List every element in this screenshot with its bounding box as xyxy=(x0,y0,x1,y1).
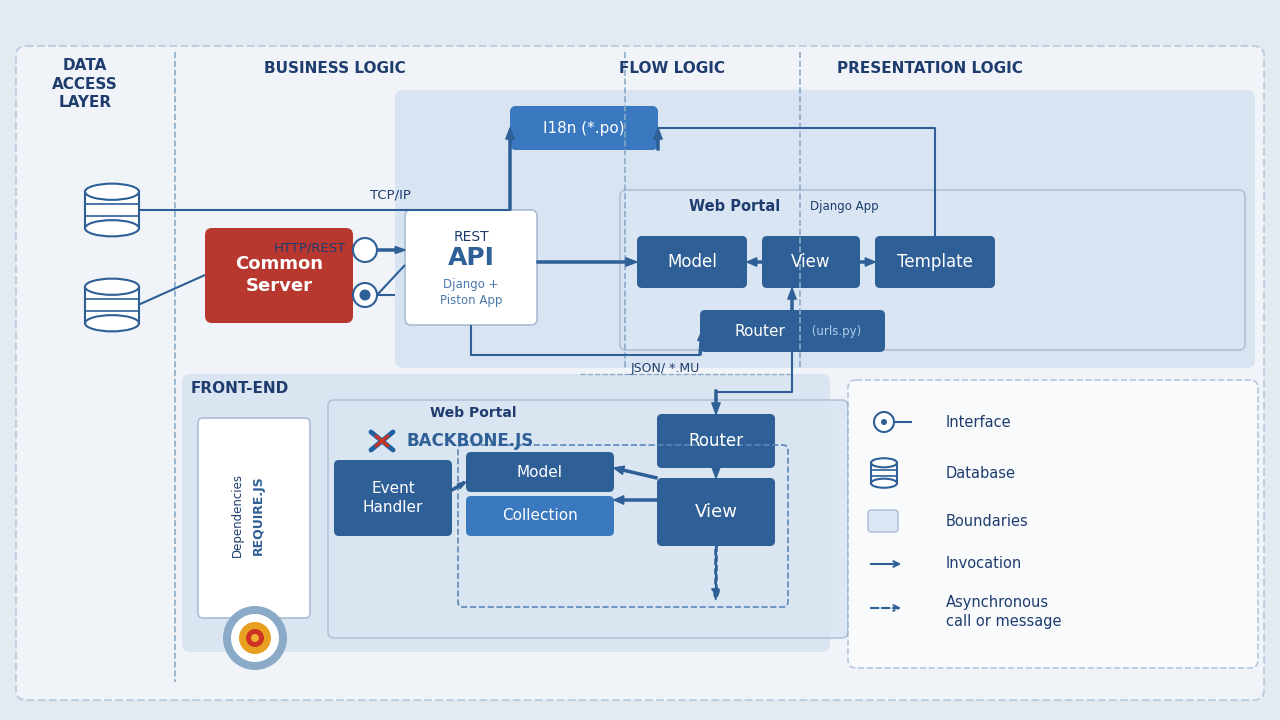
Circle shape xyxy=(239,622,271,654)
Text: BACKBONE.JS: BACKBONE.JS xyxy=(406,432,534,450)
Bar xyxy=(84,287,140,323)
FancyArrowPatch shape xyxy=(614,496,657,504)
Text: REQUIRE.JS: REQUIRE.JS xyxy=(251,475,265,555)
Text: Common
Server: Common Server xyxy=(236,255,323,295)
FancyArrowPatch shape xyxy=(506,128,515,210)
FancyBboxPatch shape xyxy=(509,106,658,150)
Text: (urls.py): (urls.py) xyxy=(808,325,861,338)
Text: FRONT-END: FRONT-END xyxy=(191,380,289,395)
FancyBboxPatch shape xyxy=(637,236,748,288)
Text: Dependencies: Dependencies xyxy=(230,473,243,557)
Circle shape xyxy=(353,283,378,307)
Text: Router: Router xyxy=(689,432,744,450)
FancyArrowPatch shape xyxy=(712,467,721,478)
Text: Model: Model xyxy=(667,253,717,271)
Text: TCP/IP: TCP/IP xyxy=(370,189,411,202)
Text: Invocation: Invocation xyxy=(946,557,1023,572)
FancyBboxPatch shape xyxy=(849,380,1258,668)
Text: BUSINESS LOGIC: BUSINESS LOGIC xyxy=(264,60,406,76)
FancyArrowPatch shape xyxy=(378,246,404,253)
Text: Django +
Piston App: Django + Piston App xyxy=(440,277,502,307)
Text: View: View xyxy=(695,503,737,521)
Ellipse shape xyxy=(870,479,897,487)
Bar xyxy=(870,463,897,483)
FancyBboxPatch shape xyxy=(198,418,310,618)
FancyBboxPatch shape xyxy=(205,228,353,323)
FancyBboxPatch shape xyxy=(396,90,1254,368)
FancyArrowPatch shape xyxy=(748,258,762,266)
Text: DATA
ACCESS
LAYER: DATA ACCESS LAYER xyxy=(52,58,118,110)
Text: Router: Router xyxy=(735,323,786,338)
Circle shape xyxy=(353,238,378,262)
FancyArrowPatch shape xyxy=(654,128,662,150)
FancyArrowPatch shape xyxy=(698,331,705,355)
Ellipse shape xyxy=(870,458,897,467)
FancyBboxPatch shape xyxy=(328,400,849,638)
FancyArrowPatch shape xyxy=(712,546,721,600)
Text: Event
Handler: Event Handler xyxy=(362,481,424,515)
Circle shape xyxy=(223,606,287,670)
Circle shape xyxy=(246,629,264,647)
Text: Asynchronous
call or message: Asynchronous call or message xyxy=(946,595,1061,629)
FancyArrowPatch shape xyxy=(712,390,721,414)
Text: I18n (*.po): I18n (*.po) xyxy=(543,120,625,135)
FancyBboxPatch shape xyxy=(700,310,884,352)
Text: JSON/ *.MU: JSON/ *.MU xyxy=(630,361,700,374)
FancyArrowPatch shape xyxy=(614,466,657,479)
Text: Web Portal: Web Portal xyxy=(690,199,781,214)
Text: Django App: Django App xyxy=(810,199,878,212)
FancyBboxPatch shape xyxy=(466,452,614,492)
FancyArrowPatch shape xyxy=(538,258,637,266)
FancyBboxPatch shape xyxy=(657,478,774,546)
FancyBboxPatch shape xyxy=(334,460,452,536)
Text: PRESENTATION LOGIC: PRESENTATION LOGIC xyxy=(837,60,1023,76)
FancyBboxPatch shape xyxy=(466,496,614,536)
FancyBboxPatch shape xyxy=(620,190,1245,350)
Ellipse shape xyxy=(84,220,140,236)
Text: Template: Template xyxy=(897,253,973,271)
FancyArrowPatch shape xyxy=(787,288,796,310)
Circle shape xyxy=(230,614,279,662)
Ellipse shape xyxy=(84,184,140,200)
Text: Boundaries: Boundaries xyxy=(946,513,1029,528)
FancyBboxPatch shape xyxy=(15,46,1265,700)
Circle shape xyxy=(881,419,887,425)
Text: Database: Database xyxy=(946,466,1016,480)
FancyBboxPatch shape xyxy=(868,510,899,532)
FancyBboxPatch shape xyxy=(876,236,995,288)
Bar xyxy=(84,192,140,228)
Text: HTTP/REST: HTTP/REST xyxy=(274,241,346,254)
Circle shape xyxy=(360,289,370,300)
FancyBboxPatch shape xyxy=(657,414,774,468)
Text: View: View xyxy=(791,253,831,271)
Ellipse shape xyxy=(84,315,140,331)
Text: REST: REST xyxy=(453,230,489,244)
FancyBboxPatch shape xyxy=(182,374,829,652)
Text: API: API xyxy=(448,246,494,270)
Text: Web Portal: Web Portal xyxy=(430,406,517,420)
Text: Model: Model xyxy=(517,464,563,480)
Circle shape xyxy=(874,412,893,432)
Text: Collection: Collection xyxy=(502,508,577,523)
Text: FLOW LOGIC: FLOW LOGIC xyxy=(620,60,724,76)
FancyArrowPatch shape xyxy=(860,258,876,266)
Circle shape xyxy=(251,634,259,642)
Ellipse shape xyxy=(84,279,140,295)
FancyArrowPatch shape xyxy=(452,482,466,491)
Text: Interface: Interface xyxy=(946,415,1011,430)
FancyBboxPatch shape xyxy=(762,236,860,288)
FancyBboxPatch shape xyxy=(404,210,538,325)
